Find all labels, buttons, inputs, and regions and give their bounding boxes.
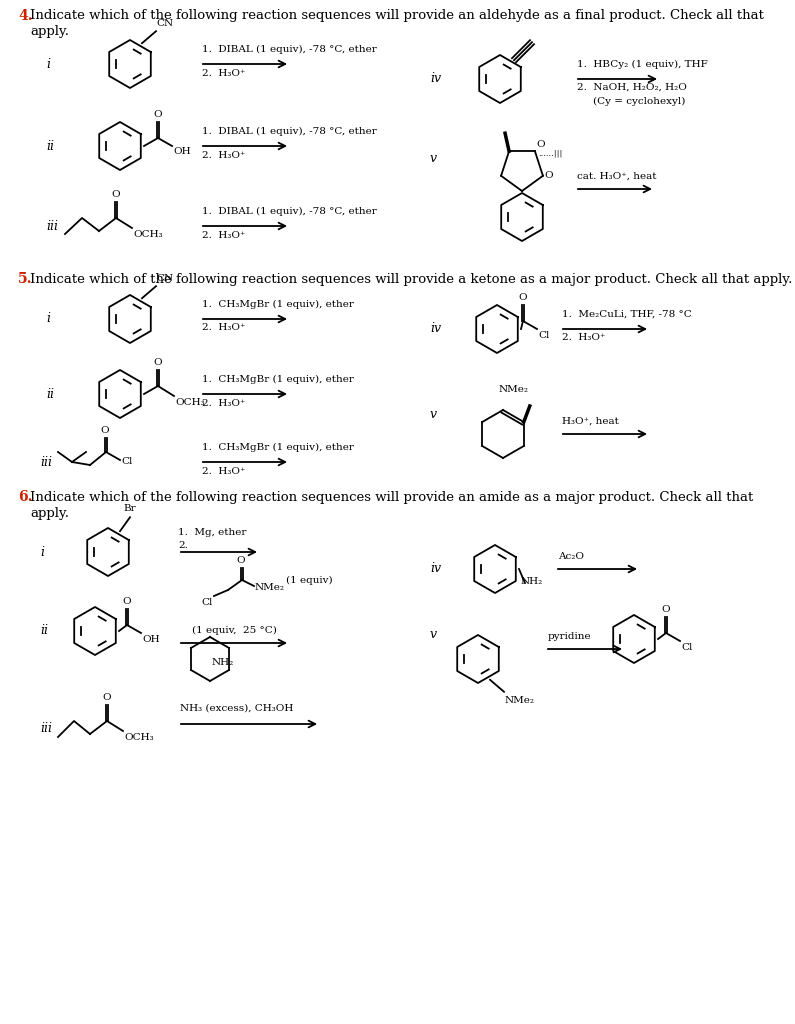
Text: Br: Br <box>124 504 136 513</box>
Text: apply.: apply. <box>30 507 69 519</box>
Text: 6.: 6. <box>18 490 33 504</box>
Text: 2.  H₃O⁺: 2. H₃O⁺ <box>202 69 246 78</box>
Text: i: i <box>46 312 50 326</box>
Text: v: v <box>430 408 437 421</box>
Text: Cl: Cl <box>121 458 133 467</box>
Text: 1.  Me₂CuLi, THF, -78 °C: 1. Me₂CuLi, THF, -78 °C <box>562 310 692 319</box>
Text: 1.  DIBAL (1 equiv), -78 °C, ether: 1. DIBAL (1 equiv), -78 °C, ether <box>202 207 377 216</box>
Text: 2.  H₃O⁺: 2. H₃O⁺ <box>202 324 246 333</box>
Text: CN: CN <box>156 19 173 29</box>
Text: NMe₂: NMe₂ <box>255 584 285 593</box>
Text: NMe₂: NMe₂ <box>499 385 529 394</box>
Text: CN: CN <box>156 274 173 284</box>
Text: NH₂: NH₂ <box>212 658 235 667</box>
Text: v: v <box>430 628 437 640</box>
Text: OH: OH <box>142 635 160 644</box>
Text: 1.  DIBAL (1 equiv), -78 °C, ether: 1. DIBAL (1 equiv), -78 °C, ether <box>202 45 377 54</box>
Text: Ac₂O: Ac₂O <box>558 552 584 561</box>
Text: 2.  H₃O⁺: 2. H₃O⁺ <box>202 398 246 408</box>
Text: apply.: apply. <box>30 25 69 38</box>
Text: Cl: Cl <box>538 331 549 340</box>
Text: O: O <box>544 171 553 180</box>
Text: iii: iii <box>40 723 52 735</box>
Text: (1 equiv,  25 °C): (1 equiv, 25 °C) <box>192 626 277 635</box>
Text: ......|||: ......||| <box>538 150 562 158</box>
Text: O: O <box>661 605 670 614</box>
Text: O: O <box>101 426 109 435</box>
Text: NH₃ (excess), CH₃OH: NH₃ (excess), CH₃OH <box>180 705 293 713</box>
Text: OCH₃: OCH₃ <box>124 733 153 742</box>
Text: 1.  CH₃MgBr (1 equiv), ether: 1. CH₃MgBr (1 equiv), ether <box>202 300 354 309</box>
Text: iv: iv <box>430 562 441 575</box>
Text: pyridine: pyridine <box>548 632 591 641</box>
Text: OH: OH <box>173 147 191 156</box>
Text: ii: ii <box>40 625 48 638</box>
Text: 1.  CH₃MgBr (1 equiv), ether: 1. CH₃MgBr (1 equiv), ether <box>202 375 354 384</box>
Text: (Cy = cyclohexyl): (Cy = cyclohexyl) <box>593 97 685 106</box>
Text: 2.: 2. <box>178 541 188 550</box>
Text: iii: iii <box>46 219 58 232</box>
Text: 1.  DIBAL (1 equiv), -78 °C, ether: 1. DIBAL (1 equiv), -78 °C, ether <box>202 127 377 136</box>
Text: 1.  Mg, ether: 1. Mg, ether <box>178 528 246 537</box>
Text: Indicate which of the following reaction sequences will provide an amide as a ma: Indicate which of the following reaction… <box>30 490 753 504</box>
Text: Cl: Cl <box>202 598 213 607</box>
Text: Cl: Cl <box>681 643 692 652</box>
Text: iv: iv <box>430 323 441 336</box>
Text: Indicate which of the following reaction sequences will provide an aldehyde as a: Indicate which of the following reaction… <box>30 9 764 23</box>
Text: O: O <box>153 358 162 367</box>
Text: O: O <box>122 597 131 606</box>
Text: 1.  HBCy₂ (1 equiv), THF: 1. HBCy₂ (1 equiv), THF <box>577 59 708 69</box>
Text: O: O <box>153 110 162 119</box>
Text: cat. H₃O⁺, heat: cat. H₃O⁺, heat <box>577 172 657 181</box>
Text: 2.  H₃O⁺: 2. H₃O⁺ <box>562 334 606 342</box>
Text: i: i <box>46 57 50 71</box>
Text: O: O <box>536 140 545 150</box>
Text: 2.  H₃O⁺: 2. H₃O⁺ <box>202 230 246 240</box>
Text: O: O <box>111 190 120 199</box>
Text: OCH₃: OCH₃ <box>133 230 163 239</box>
Text: i: i <box>40 546 44 558</box>
Text: O: O <box>237 556 246 565</box>
Text: 5.: 5. <box>18 272 33 286</box>
Text: 2.  NaOH, H₂O₂, H₂O: 2. NaOH, H₂O₂, H₂O <box>577 83 687 92</box>
Text: 4.: 4. <box>18 9 33 23</box>
Text: iv: iv <box>430 73 441 85</box>
Text: ii: ii <box>46 387 54 400</box>
Text: H₃O⁺, heat: H₃O⁺, heat <box>562 417 619 426</box>
Text: NMe₂: NMe₂ <box>505 695 535 705</box>
Text: 2.  H₃O⁺: 2. H₃O⁺ <box>202 151 246 160</box>
Text: iii: iii <box>40 456 52 469</box>
Text: O: O <box>518 293 527 302</box>
Text: 2.  H₃O⁺: 2. H₃O⁺ <box>202 467 246 475</box>
Text: OCH₃: OCH₃ <box>175 398 204 407</box>
Text: (1 equiv): (1 equiv) <box>286 575 332 585</box>
Text: ii: ii <box>46 139 54 153</box>
Text: NH₂: NH₂ <box>521 577 543 586</box>
Text: O: O <box>103 693 111 702</box>
Text: Indicate which of the following reaction sequences will provide a ketone as a ma: Indicate which of the following reaction… <box>30 272 793 286</box>
Text: v: v <box>430 153 437 166</box>
Text: 1.  CH₃MgBr (1 equiv), ether: 1. CH₃MgBr (1 equiv), ether <box>202 442 354 452</box>
